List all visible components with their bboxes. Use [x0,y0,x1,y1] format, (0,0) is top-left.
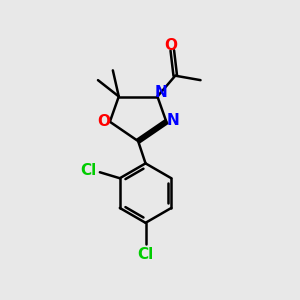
Text: N: N [167,113,179,128]
Text: O: O [97,114,110,129]
Text: O: O [164,38,177,52]
Text: Cl: Cl [81,163,97,178]
Text: N: N [154,85,167,100]
Text: Cl: Cl [137,247,154,262]
